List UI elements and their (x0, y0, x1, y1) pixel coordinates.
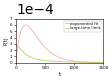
large-time limit (68, 61, 69, 62)
exponential fit (81, 61, 82, 62)
exponential fit (25, 24, 26, 25)
exponential fit (103, 62, 104, 63)
large-time limit (103, 62, 104, 63)
Line: large-time limit: large-time limit (16, 46, 103, 62)
exponential fit (68, 60, 69, 61)
X-axis label: t: t (59, 72, 61, 77)
exponential fit (15, 62, 17, 63)
exponential fit (49, 51, 50, 52)
large-time limit (87, 62, 88, 63)
Line: exponential fit: exponential fit (16, 25, 103, 63)
exponential fit (72, 60, 73, 61)
large-time limit (31, 57, 32, 58)
Legend: exponential fit, large-time limit: exponential fit, large-time limit (64, 21, 101, 32)
large-time limit (15, 45, 17, 46)
exponential fit (87, 62, 88, 63)
large-time limit (81, 62, 82, 63)
Y-axis label: P(t): P(t) (3, 36, 9, 45)
large-time limit (49, 60, 50, 61)
